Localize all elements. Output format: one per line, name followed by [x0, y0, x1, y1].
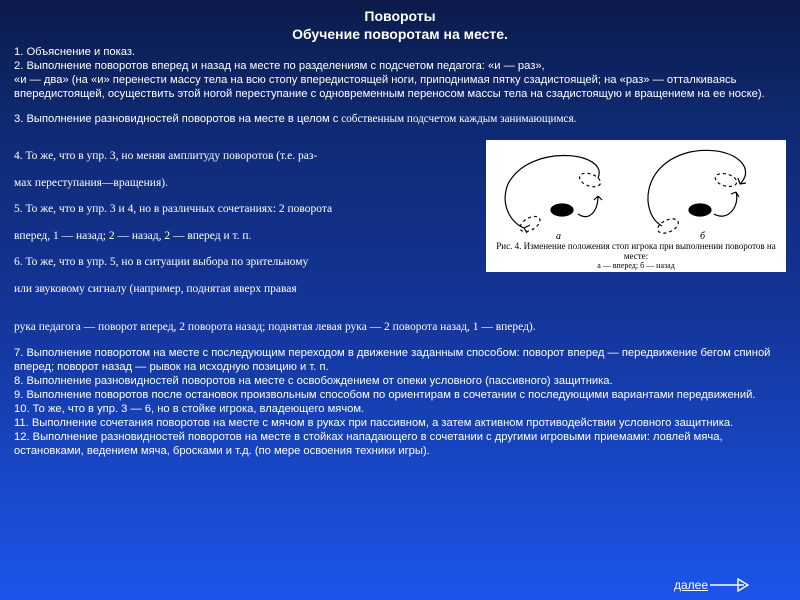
slide-subtitle: Обучение поворотам на месте. [14, 26, 786, 44]
paragraph-4a: 4. То же, что в упр. 3, но меняя амплиту… [14, 149, 478, 164]
paragraph-10: 10. То же, что в упр. 3 — 6, но в стойке… [14, 402, 786, 416]
middle-text-col: 4. То же, что в упр. 3, но меняя амплиту… [14, 138, 478, 308]
paragraph-3: 3. Выполнение разновидностей поворотов н… [14, 112, 786, 127]
next-link[interactable]: далее [674, 578, 750, 592]
diagram-subcaption: а — вперед; б — назад [490, 262, 782, 271]
paragraph-9: 9. Выполнение поворотов после остановок … [14, 388, 786, 402]
paragraph-5a: 5. То же, что в упр. 3 и 4, но в различн… [14, 202, 478, 217]
footwork-diagram: а б Рис. 4. Изменение положения стоп игр… [486, 140, 786, 272]
paragraph-11: 11. Выполнение сочетания поворотов на ме… [14, 416, 786, 430]
paragraph-3-lead: 3. Выполнение разновидностей поворотов н… [14, 113, 338, 125]
paragraph-2-line-b: «и — два» (на «и» перенести массу тела н… [14, 73, 786, 101]
paragraph-5b: вперед, 1 — назад; 2 — назад, 2 — вперед… [14, 229, 478, 244]
paragraph-12: 12. Выполнение разновидностей поворотов … [14, 430, 786, 458]
paragraph-3-tail: собственным подсчетом каждым занимающимс… [338, 113, 576, 125]
paragraph-6a: 6. То же, что в упр. 5, но в ситуации вы… [14, 255, 478, 270]
slide-title: Повороты [14, 8, 786, 26]
middle-row: 4. То же, что в упр. 3, но меняя амплиту… [14, 138, 786, 308]
paragraph-1: 1. Объяснение и показ. [14, 45, 786, 59]
paragraph-7: 7. Выполнение поворотом на месте с после… [14, 346, 786, 374]
paragraph-6b: или звуковому сигналу (например, поднята… [14, 282, 478, 297]
arrow-right-icon [710, 578, 750, 592]
paragraph-2-line-a: 2. Выполнение поворотов вперед и назад н… [14, 59, 786, 73]
paragraph-6c: рука педагога — поворот вперед, 2 поворо… [14, 320, 786, 335]
diagram-caption: Рис. 4. Изменение положения стоп игрока … [490, 242, 782, 262]
paragraph-4b: мах переступания—вращения). [14, 176, 478, 191]
paragraph-8: 8. Выполнение разновидностей поворотов н… [14, 374, 786, 388]
diagram-label-a: а [556, 231, 561, 240]
footwork-svg: а б [490, 144, 782, 240]
next-label: далее [674, 578, 708, 592]
diagram-label-b: б [700, 231, 706, 240]
